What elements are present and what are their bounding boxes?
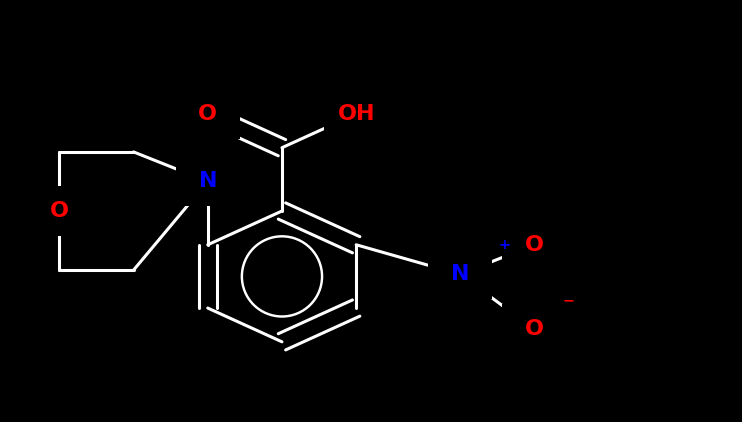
FancyBboxPatch shape <box>324 89 388 139</box>
FancyBboxPatch shape <box>176 89 240 139</box>
FancyBboxPatch shape <box>428 249 492 299</box>
Text: +: + <box>498 238 510 252</box>
Text: O: O <box>525 235 544 255</box>
Text: O: O <box>525 319 544 339</box>
FancyBboxPatch shape <box>27 186 91 236</box>
FancyBboxPatch shape <box>176 157 240 206</box>
Text: N: N <box>199 171 217 192</box>
Text: N: N <box>451 264 469 284</box>
Text: OH: OH <box>338 104 375 124</box>
Text: −: − <box>562 293 574 307</box>
FancyBboxPatch shape <box>502 220 566 270</box>
Text: O: O <box>198 104 217 124</box>
FancyBboxPatch shape <box>502 304 566 354</box>
Text: O: O <box>50 201 69 221</box>
